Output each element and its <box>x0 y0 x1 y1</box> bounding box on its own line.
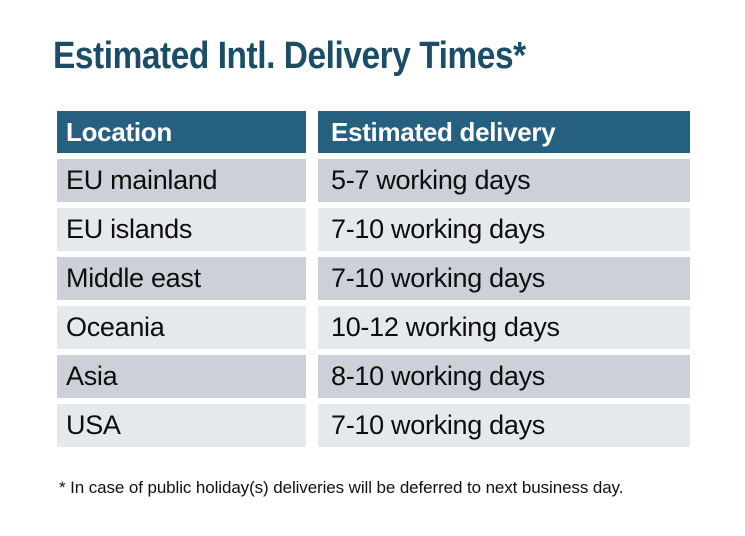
cell-location-eu-islands: EU islands <box>57 208 306 251</box>
page-title: Estimated Intl. Delivery Times* <box>53 35 526 77</box>
cell-location-asia: Asia <box>57 355 306 398</box>
cell-delivery-middle-east: 7-10 working days <box>318 257 690 300</box>
column-header-estimated-delivery: Estimated delivery <box>318 111 690 153</box>
cell-delivery-eu-islands: 7-10 working days <box>318 208 690 251</box>
cell-location-usa: USA <box>57 404 306 447</box>
cell-delivery-eu-mainland: 5-7 working days <box>318 159 690 202</box>
column-header-location: Location <box>57 111 306 153</box>
cell-delivery-asia: 8-10 working days <box>318 355 690 398</box>
cell-delivery-usa: 7-10 working days <box>318 404 690 447</box>
delivery-times-table: Location Estimated delivery EU mainland … <box>57 111 690 447</box>
cell-location-middle-east: Middle east <box>57 257 306 300</box>
cell-location-oceania: Oceania <box>57 306 306 349</box>
footnote: * In case of public holiday(s) deliverie… <box>59 478 624 497</box>
cell-delivery-oceania: 10-12 working days <box>318 306 690 349</box>
cell-location-eu-mainland: EU mainland <box>57 159 306 202</box>
